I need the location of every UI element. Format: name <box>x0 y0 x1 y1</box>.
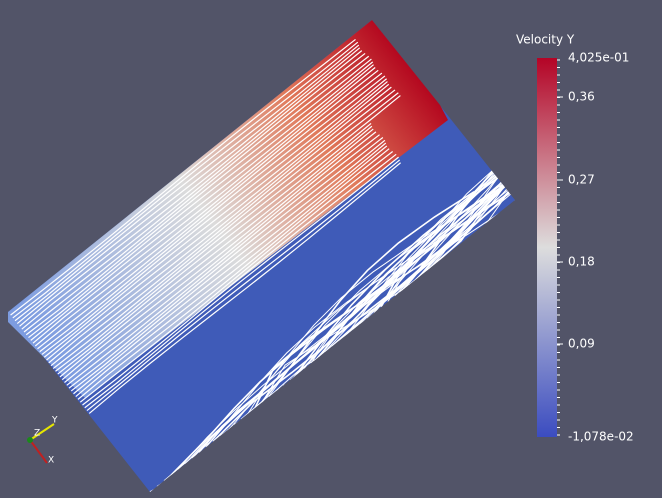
streamline <box>14 44 360 322</box>
streamline <box>16 47 361 325</box>
streamline <box>68 137 384 389</box>
streamline <box>43 81 388 358</box>
orientation-axes: Y Z X <box>27 416 58 466</box>
streamline <box>19 50 363 327</box>
streamline <box>12 41 359 319</box>
streamline <box>84 156 399 409</box>
streamline <box>59 125 373 378</box>
streamline <box>61 128 374 381</box>
streamlines <box>10 20 515 492</box>
z-axis <box>27 437 33 443</box>
z-axis-label: Z <box>34 429 40 439</box>
streamline <box>70 139 386 392</box>
streamline <box>366 20 515 319</box>
streamline <box>66 134 380 386</box>
streamline <box>46 83 390 361</box>
streamline <box>387 20 515 302</box>
colorbar-tick-label: 0,27 <box>568 173 595 187</box>
streamline <box>64 131 377 383</box>
y-axis <box>29 423 55 441</box>
upper-region <box>8 20 448 398</box>
streamline <box>82 153 397 406</box>
streamline <box>21 52 366 330</box>
colorbar-title: Velocity Y <box>516 33 575 47</box>
colorbar-tick-label: 0,18 <box>568 255 595 269</box>
colorbar-min: -1,078e-02 <box>568 430 634 444</box>
streamline <box>32 67 376 344</box>
streamline <box>23 55 370 333</box>
streamline <box>52 92 399 369</box>
streamline <box>373 20 515 314</box>
streamline <box>41 78 387 355</box>
streamline <box>73 142 387 395</box>
streamline <box>394 20 515 297</box>
streamline <box>57 122 372 375</box>
streamline <box>28 61 374 339</box>
streamline <box>77 148 390 400</box>
x-axis <box>29 439 48 464</box>
streamline <box>422 20 515 275</box>
x-axis-label: X <box>48 456 54 466</box>
colorbar-max: 4,025e-01 <box>568 51 629 65</box>
streamline <box>48 86 392 364</box>
streamline <box>247 119 515 414</box>
streamline <box>10 38 356 316</box>
streamline <box>317 46 515 359</box>
streamline <box>30 64 374 341</box>
color-bar <box>537 58 557 437</box>
streamline <box>39 75 386 353</box>
streamline <box>50 89 396 367</box>
streamline <box>289 86 515 381</box>
streamline <box>86 159 401 412</box>
colorbar-tick-label: 0,09 <box>568 337 595 351</box>
streamline <box>79 151 394 403</box>
y-axis-label: Y <box>51 416 58 426</box>
streamline <box>296 77 515 375</box>
streamline <box>34 69 379 347</box>
streamline <box>37 72 383 350</box>
colorbar-tick-label: 0,36 <box>568 90 595 104</box>
streamline <box>88 162 401 414</box>
streamline <box>240 122 515 420</box>
streamline <box>380 20 515 308</box>
streamline <box>25 58 372 336</box>
streamline <box>55 95 401 372</box>
streamline <box>75 145 388 398</box>
